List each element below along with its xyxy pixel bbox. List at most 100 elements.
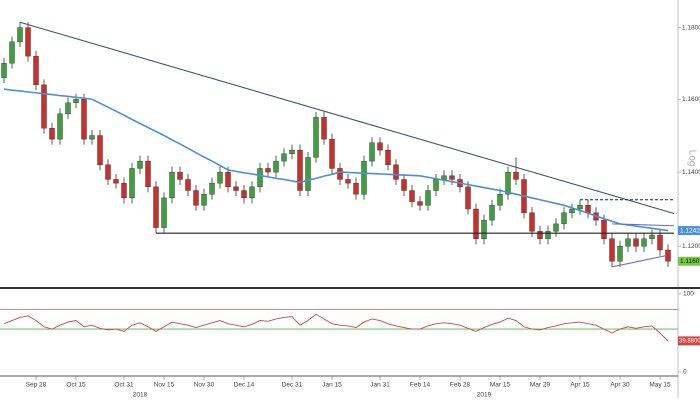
- y-tick-label: 1.1600: [682, 96, 700, 103]
- candle-body: [625, 238, 631, 247]
- moving-average: [3, 88, 669, 232]
- x-tick-label: Dec 14: [234, 382, 255, 389]
- candle-body: [225, 171, 231, 188]
- candle-body: [465, 186, 471, 210]
- candle-body: [441, 175, 447, 180]
- candle-body: [321, 117, 327, 140]
- candle-body: [209, 182, 215, 195]
- candle-body: [433, 179, 439, 191]
- candle-body: [481, 219, 487, 239]
- candle-body: [129, 168, 135, 199]
- candle-body: [153, 186, 159, 228]
- trendline: [19, 21, 675, 215]
- ma-value-label: 1.1242: [680, 227, 700, 234]
- candle-body: [513, 171, 519, 180]
- candle-body: [377, 142, 383, 151]
- candle-body: [305, 157, 311, 191]
- candle-body: [393, 164, 399, 180]
- candle-body: [25, 27, 31, 57]
- candle-body: [265, 168, 271, 173]
- candle-body: [401, 179, 407, 191]
- candle-body: [9, 41, 15, 64]
- candle-body: [617, 246, 623, 262]
- x-tick-label: Jan 31: [370, 382, 390, 389]
- y-tick-label: 1.1400: [682, 169, 700, 176]
- candle-body: [585, 205, 591, 213]
- candle-body: [545, 231, 551, 239]
- x-tick-label: Sep 28: [26, 382, 47, 389]
- candle-body: [449, 175, 455, 180]
- candle-body: [313, 117, 319, 158]
- candle-body: [505, 171, 511, 195]
- candle-body: [337, 168, 343, 180]
- candle-body: [57, 113, 63, 140]
- candle-body: [473, 208, 479, 239]
- candle-body: [369, 142, 375, 162]
- candle-body: [257, 168, 263, 188]
- candle-body: [185, 179, 191, 191]
- candle-body: [113, 179, 119, 184]
- candle-body: [529, 212, 535, 232]
- x-tick-label: Feb 28: [450, 382, 471, 389]
- x-tick-label: Oct 15: [66, 382, 86, 389]
- x-tick-label: Feb 14: [410, 382, 431, 389]
- candle-body: [665, 249, 671, 262]
- candle-body: [49, 128, 55, 140]
- candle-body: [81, 99, 87, 140]
- candle-body: [249, 186, 255, 199]
- candle-body: [289, 149, 295, 154]
- candle-body: [169, 171, 175, 199]
- candle-body: [89, 135, 95, 140]
- candle-body: [65, 102, 71, 114]
- candle-body: [105, 164, 111, 180]
- candle-body: [601, 219, 607, 239]
- candle-body: [73, 99, 79, 104]
- x-tick-label: May 15: [649, 382, 671, 389]
- candle-body: [97, 135, 103, 165]
- candle-body: [145, 160, 151, 188]
- candle-body: [273, 160, 279, 173]
- candle-body: [537, 231, 543, 239]
- candle-body: [41, 84, 47, 129]
- x-tick-label: Apr 15: [570, 382, 590, 389]
- candle-body: [561, 212, 567, 225]
- x-tick-label: Oct 31: [114, 382, 134, 389]
- year-label: 2018: [133, 392, 148, 399]
- candle-body: [361, 160, 367, 195]
- x-tick-label: Mar 29: [530, 382, 551, 389]
- candle-body: [241, 190, 247, 199]
- candle-body: [633, 238, 639, 247]
- candle-body: [329, 138, 335, 169]
- x-tick-label: Nov 15: [154, 382, 175, 389]
- trendline: [611, 255, 667, 268]
- candle-body: [385, 149, 391, 165]
- candle-body: [161, 197, 167, 228]
- candle-body: [417, 201, 423, 206]
- candle-body: [489, 205, 495, 221]
- close-value-box: [678, 256, 700, 266]
- candle-body: [137, 160, 143, 169]
- year-label: 2019: [477, 392, 492, 399]
- y-tick-label: 1.1800: [682, 24, 700, 31]
- x-tick-label: Nov 30: [194, 382, 215, 389]
- x-tick-label: Dec 31: [282, 382, 303, 389]
- candle-body: [281, 153, 287, 162]
- oscillator-value-box: [678, 336, 700, 346]
- candle-body: [353, 182, 359, 195]
- oscillator-line: [3, 313, 669, 342]
- candle-body: [425, 190, 431, 206]
- trendline: [611, 223, 675, 227]
- candle-body: [33, 55, 39, 86]
- candle-body: [649, 234, 655, 239]
- y-tick-label: 1.1200: [682, 243, 700, 250]
- candle-body: [17, 27, 23, 43]
- candle-body: [297, 149, 303, 191]
- x-tick-label: Jan 15: [322, 382, 342, 389]
- candle-body: [497, 194, 503, 206]
- candle-body: [201, 194, 207, 206]
- ma-value-box: [678, 226, 700, 236]
- candle-body: [553, 223, 559, 232]
- candle-body: [193, 190, 199, 206]
